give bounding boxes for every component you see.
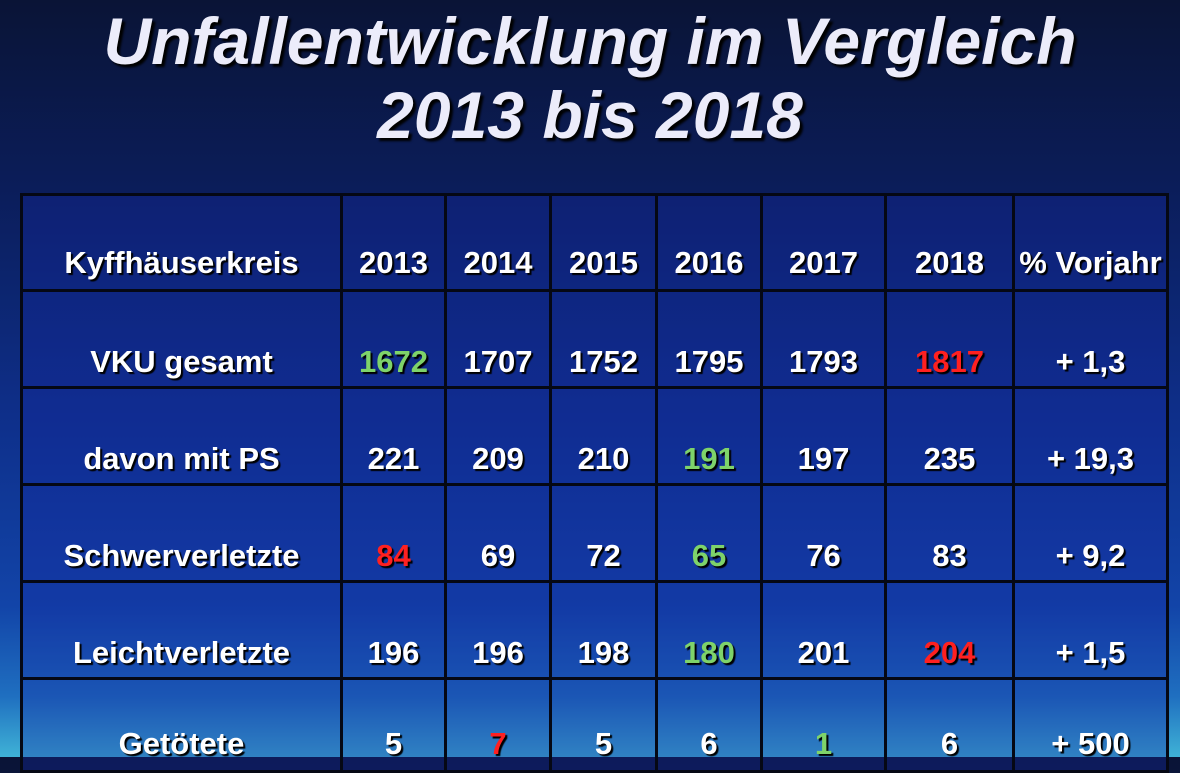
table-row: Getötete 5 7 5 6 1 6 + 500 [20,677,1169,773]
header-year: 2014 [444,193,552,292]
row-label: Leichtverletzte [20,580,343,680]
value-cell: 196 [444,580,552,680]
value-cell: 201 [760,580,887,680]
row-label: VKU gesamt [20,289,343,389]
value-cell: 1817 [884,289,1015,389]
value-cell: 221 [340,386,447,486]
value-cell: 76 [760,483,887,583]
table-header-row: Kyffhäuserkreis 2013 2014 2015 2016 2017… [20,193,1169,292]
title-line-1: Unfallentwicklung im Vergleich [103,4,1077,78]
value-cell: 5 [340,677,447,773]
value-cell: 65 [655,483,763,583]
value-cell: 1672 [340,289,447,389]
value-cell: 1795 [655,289,763,389]
value-cell: 69 [444,483,552,583]
table-row: Leichtverletzte 196 196 198 180 201 204 + 1,5 [20,580,1169,680]
change-cell: + 19,3 [1012,386,1169,486]
value-cell: 1752 [549,289,658,389]
value-cell: 210 [549,386,658,486]
value-cell: 6 [655,677,763,773]
value-cell: 1793 [760,289,887,389]
table-row: davon mit PS 221 209 210 191 197 235 + 19,3 [20,386,1169,486]
header-year: 2018 [884,193,1015,292]
row-label: davon mit PS [20,386,343,486]
value-cell: 1 [760,677,887,773]
change-cell: + 1,5 [1012,580,1169,680]
value-cell: 180 [655,580,763,680]
value-cell: 5 [549,677,658,773]
header-year: 2017 [760,193,887,292]
table-row: VKU gesamt 1672 1707 1752 1795 1793 1817 + 1,3 [20,289,1169,389]
value-cell: 83 [884,483,1015,583]
header-region: Kyffhäuserkreis [20,193,343,292]
value-cell: 72 [549,483,658,583]
value-cell: 84 [340,483,447,583]
header-year: 2013 [340,193,447,292]
title-line-2: 2013 bis 2018 [377,78,803,152]
row-label: Schwerverletzte [20,483,343,583]
header-year: 2016 [655,193,763,292]
row-label: Getötete [20,677,343,773]
value-cell: 198 [549,580,658,680]
value-cell: 204 [884,580,1015,680]
header-year: 2015 [549,193,658,292]
table-row: Schwerverletzte 84 69 72 65 76 83 + 9,2 [20,483,1169,583]
value-cell: 235 [884,386,1015,486]
page-title: Unfallentwicklung im Vergleich 2013 bis … [0,4,1180,152]
header-change: % Vorjahr [1012,193,1169,292]
value-cell: 7 [444,677,552,773]
value-cell: 1707 [444,289,552,389]
value-cell: 196 [340,580,447,680]
change-cell: + 9,2 [1012,483,1169,583]
change-cell: + 1,3 [1012,289,1169,389]
accident-statistics-table: Kyffhäuserkreis 2013 2014 2015 2016 2017… [20,193,1169,773]
value-cell: 209 [444,386,552,486]
value-cell: 197 [760,386,887,486]
value-cell: 6 [884,677,1015,773]
value-cell: 191 [655,386,763,486]
change-cell: + 500 [1012,677,1169,773]
